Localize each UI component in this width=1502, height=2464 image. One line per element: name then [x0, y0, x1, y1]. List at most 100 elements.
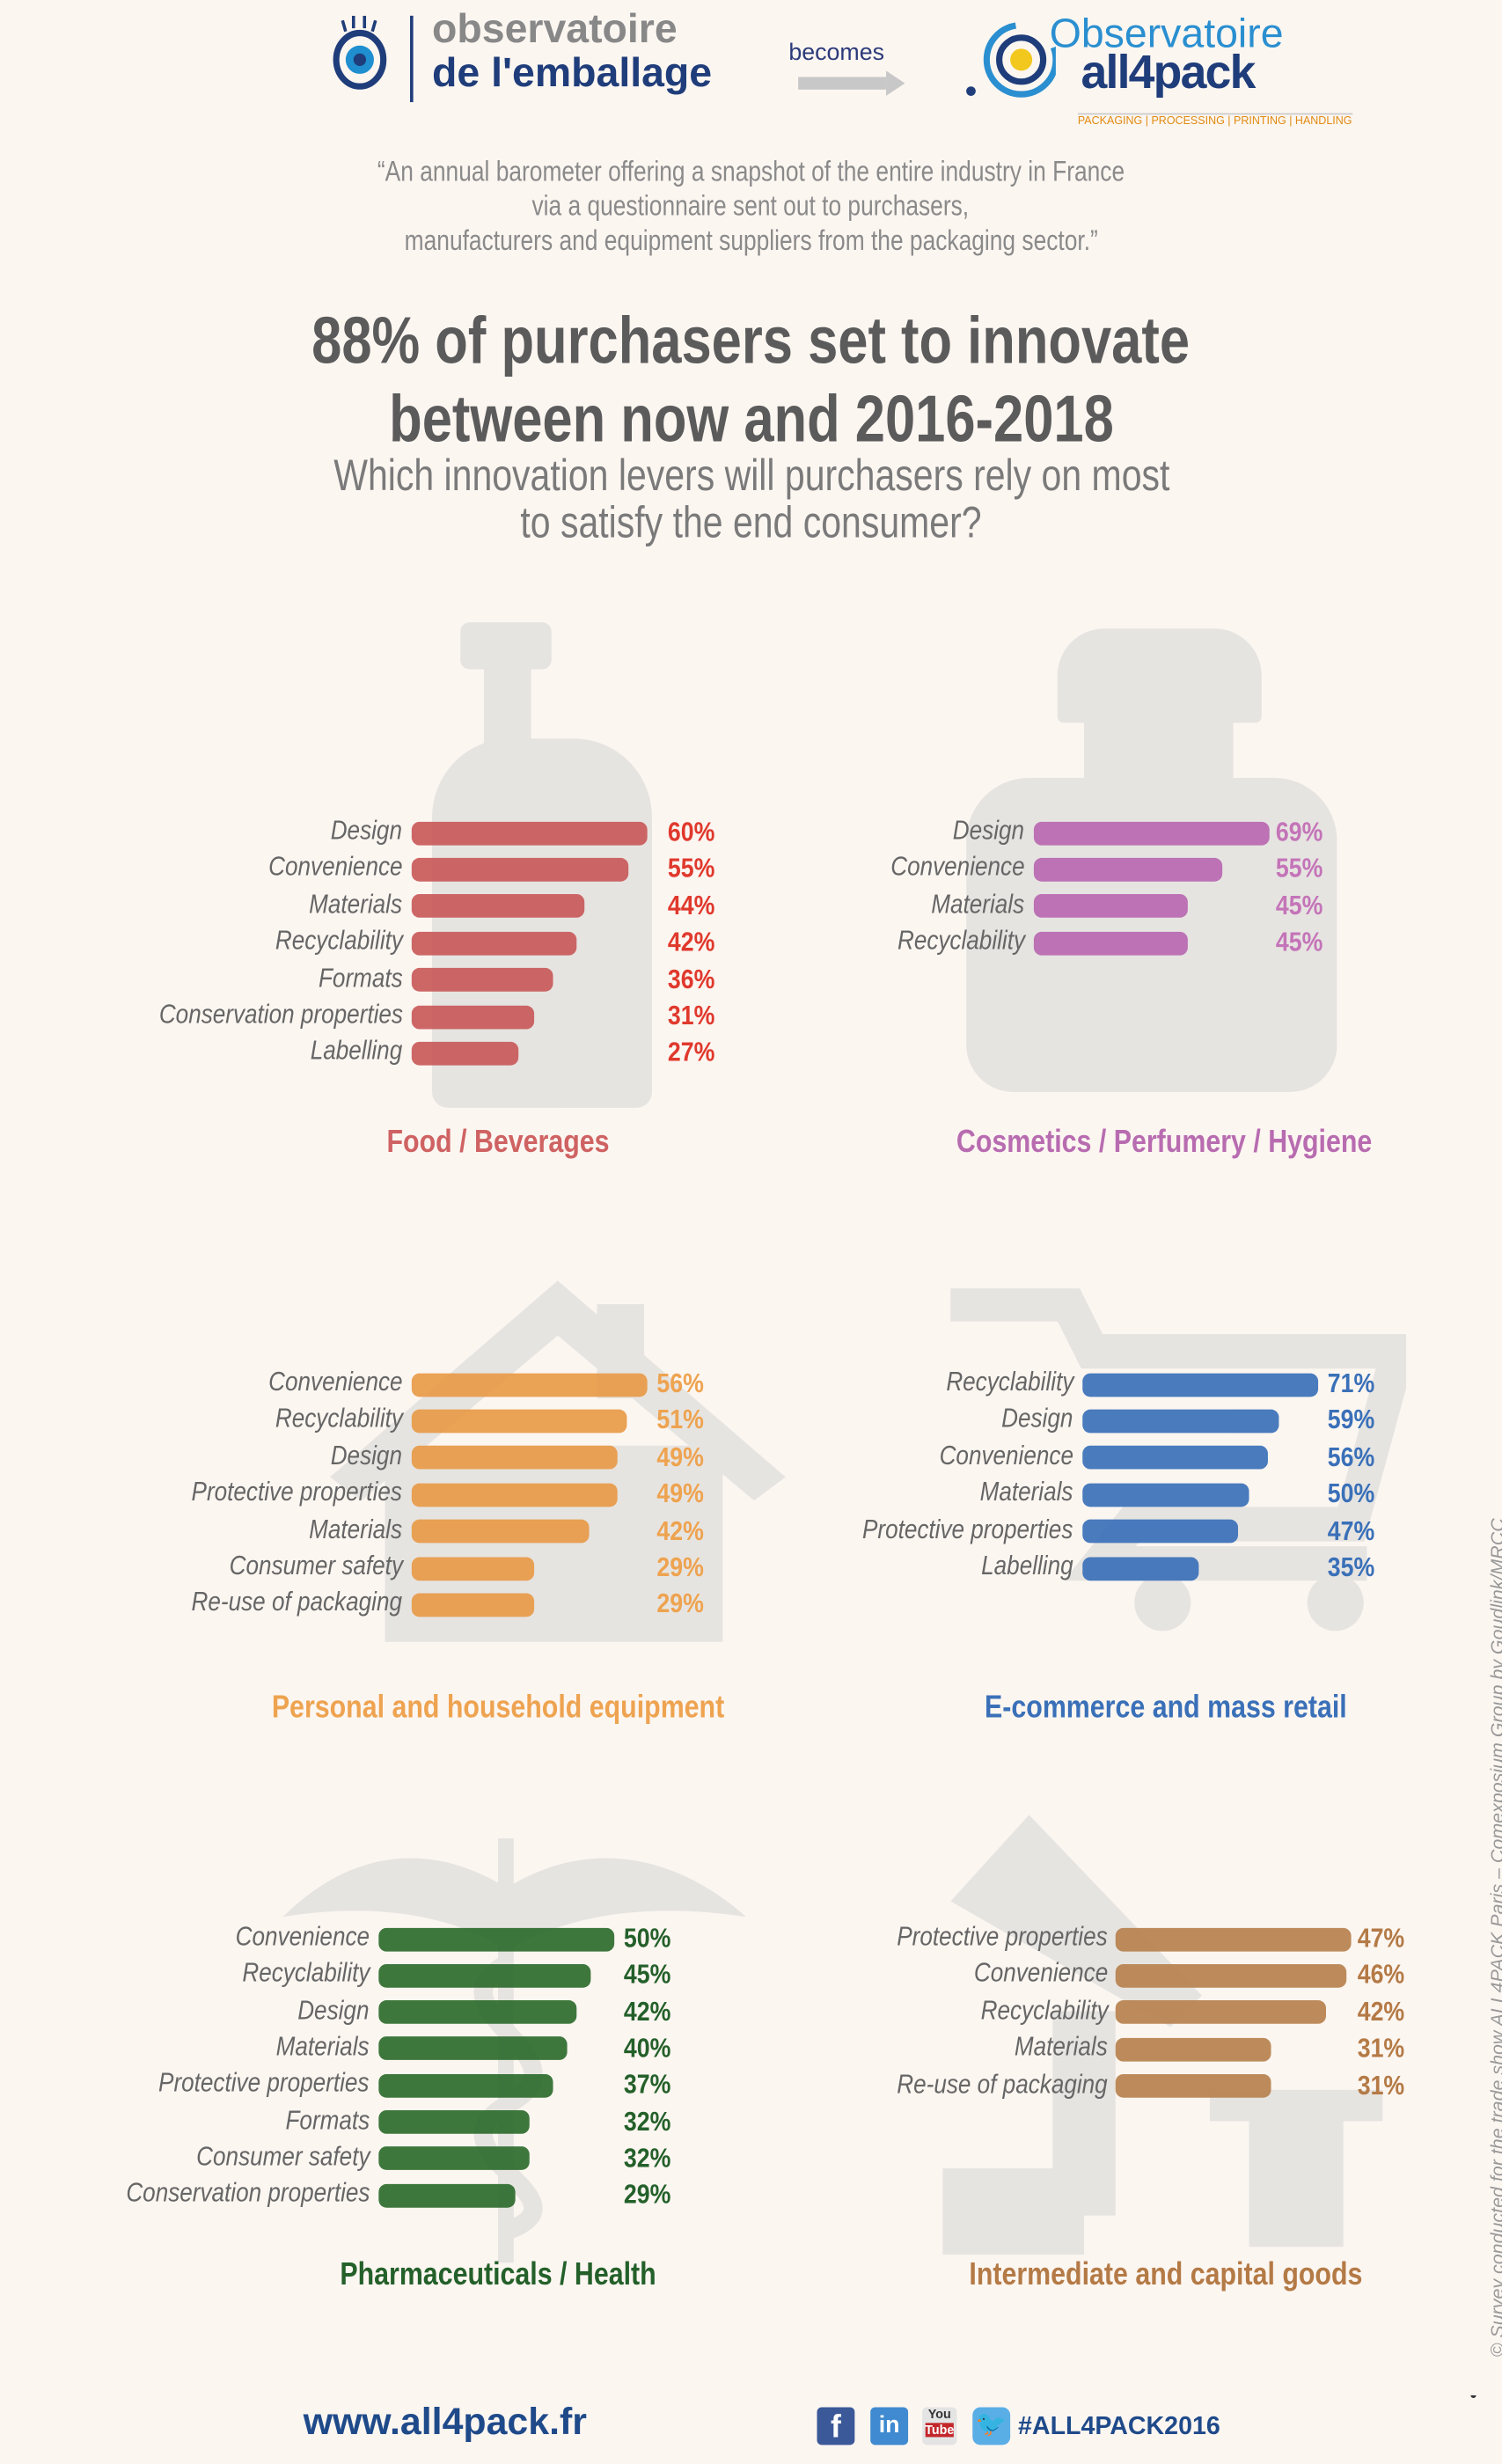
- category-label: Convenience: [890, 852, 1025, 883]
- linkedin-icon[interactable]: in: [870, 2407, 909, 2446]
- value-label: 42%: [656, 1515, 704, 1546]
- headline-line: 88% of purchasers set to innovate: [311, 303, 1191, 378]
- bar: [411, 1446, 619, 1470]
- category-label: Formats: [284, 2104, 370, 2135]
- bar: [1115, 1963, 1346, 1988]
- chart-title: Pharmaceuticals / Health: [340, 2257, 656, 2293]
- value-label: 32%: [623, 2106, 671, 2137]
- facebook-icon[interactable]: f: [817, 2407, 855, 2446]
- value-label: 36%: [667, 964, 715, 994]
- category-label: Recyclability: [241, 1958, 370, 1989]
- value-label: 45%: [623, 1960, 671, 1991]
- category-label: Recyclability: [275, 1404, 403, 1434]
- bar: [378, 1926, 615, 1951]
- bar: [411, 1556, 534, 1580]
- bar: [1115, 1926, 1352, 1951]
- value-label: 49%: [656, 1478, 704, 1509]
- bar: [411, 1372, 648, 1397]
- bar: [1033, 931, 1188, 956]
- category-label: Protective properties: [862, 1514, 1073, 1544]
- category-label: Consumer safety: [195, 2141, 370, 2172]
- intro-quote: “An annual barometer offering a snapshot…: [0, 154, 1502, 258]
- hashtag: #ALL4PACK2016: [1018, 2413, 1220, 2440]
- quote-line: “An annual barometer offering a snapshot…: [377, 155, 1125, 187]
- category-label: Design: [330, 815, 403, 846]
- value-label: 46%: [1357, 1960, 1405, 1991]
- category-label: Design: [1001, 1404, 1073, 1434]
- new-logo-tagline: PACKAGING | PROCESSING | PRINTING | HAND…: [1077, 113, 1352, 128]
- category-label: Materials: [979, 1477, 1073, 1507]
- bar: [1033, 820, 1270, 845]
- bar: [411, 968, 553, 992]
- value-label: 35%: [1327, 1552, 1375, 1583]
- value-label: 42%: [623, 1996, 671, 2027]
- value-label: 55%: [1275, 854, 1323, 884]
- category-label: Design: [952, 815, 1025, 846]
- bar: [1082, 1556, 1199, 1580]
- twitter-icon[interactable]: 🐦: [972, 2407, 1011, 2446]
- value-label: 42%: [1357, 1997, 1405, 2028]
- category-label: Convenience: [973, 1958, 1108, 1989]
- bar: [411, 857, 628, 882]
- new-logo-line2: all4pack: [1081, 47, 1256, 99]
- bar: [1115, 2037, 1271, 2062]
- value-label: 49%: [656, 1441, 704, 1472]
- category-label: Protective properties: [897, 1921, 1108, 1952]
- quote-line: manufacturers and equipment suppliers fr…: [404, 224, 1098, 257]
- value-label: 50%: [623, 1923, 671, 1954]
- bar: [1082, 1446, 1269, 1470]
- category-label: Recyclability: [897, 926, 1025, 956]
- youtube-icon[interactable]: You Tube: [922, 2407, 957, 2446]
- bar: [1033, 857, 1222, 882]
- value-label: 50%: [1327, 1478, 1375, 1509]
- category-label: Conservation properties: [158, 999, 403, 1030]
- category-label: Materials: [931, 889, 1025, 920]
- bar: [411, 1004, 534, 1029]
- category-label: Convenience: [235, 1921, 370, 1952]
- bar: [411, 820, 648, 845]
- category-label: Convenience: [267, 852, 403, 883]
- category-label: Re-use of packaging: [897, 2068, 1108, 2099]
- subheadline: Which innovation levers will purchasers …: [0, 451, 1502, 546]
- new-logo-line1: Observatoire: [1049, 9, 1284, 57]
- bar: [411, 1409, 626, 1434]
- website-link[interactable]: www.all4pack.fr: [303, 2401, 587, 2444]
- category-label: Convenience: [939, 1440, 1073, 1470]
- value-label: 29%: [656, 1588, 704, 1619]
- old-logo-line2: de l'emballage: [432, 48, 713, 96]
- bar: [411, 1483, 619, 1507]
- eye-icon: [330, 15, 390, 90]
- value-label: 27%: [667, 1038, 715, 1068]
- quote-line: via a questionnaire sent out to purchase…: [532, 190, 970, 222]
- chart-title: Cosmetics / Perfumery / Hygiene: [956, 1125, 1373, 1160]
- category-label: Re-use of packaging: [191, 1588, 403, 1618]
- bar: [378, 2146, 530, 2171]
- bar: [378, 2036, 568, 2061]
- value-label: 42%: [667, 927, 715, 957]
- all4pack-logo-icon: [962, 16, 1059, 118]
- bar: [1115, 2074, 1271, 2098]
- category-label: Formats: [318, 962, 403, 993]
- value-label: 60%: [667, 817, 715, 847]
- bar: [378, 2000, 577, 2024]
- chart-title: Intermediate and capital goods: [969, 2257, 1363, 2293]
- bar: [411, 1041, 518, 1066]
- category-label: Conservation properties: [125, 2177, 370, 2208]
- value-label: 29%: [656, 1552, 704, 1583]
- value-label: 47%: [1357, 1923, 1405, 1954]
- bar: [1115, 2000, 1327, 2025]
- category-label: Materials: [309, 889, 403, 920]
- bar: [1082, 1483, 1249, 1507]
- value-label: 31%: [667, 1001, 715, 1031]
- logo-divider: [410, 15, 414, 103]
- bar: [1082, 1372, 1319, 1397]
- value-label: 29%: [623, 2179, 671, 2210]
- category-label: Materials: [309, 1514, 403, 1544]
- value-label: 56%: [656, 1368, 704, 1399]
- value-label: 47%: [1327, 1515, 1375, 1546]
- bar: [411, 1593, 534, 1617]
- arrow-right-icon: [798, 70, 908, 103]
- category-label: Consumer safety: [228, 1551, 403, 1581]
- chart-title: Personal and household equipment: [271, 1690, 725, 1726]
